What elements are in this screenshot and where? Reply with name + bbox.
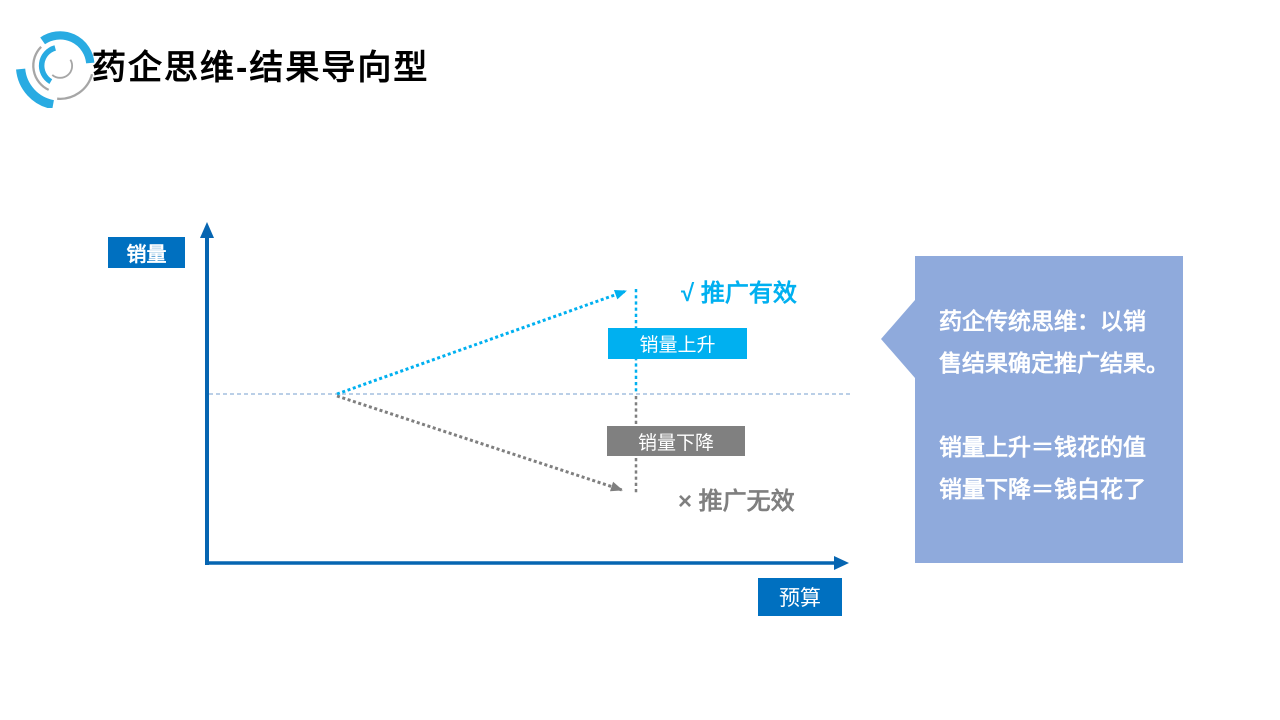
callout-text-line-2: 售结果确定推广结果。 — [939, 350, 1169, 376]
callout-text-line-1: 药企传统思维：以销 — [939, 308, 1146, 334]
logo-arc-left-gray — [32, 46, 50, 91]
downtrend-dotted-arrow — [336, 394, 623, 492]
logo-arc-bottom-cyan — [16, 68, 55, 108]
promotion-ineffective-label: × 推广无效 — [678, 488, 795, 515]
promotion-effective-label: √ 推广有效 — [681, 280, 797, 307]
logo-arc-inner-cyan — [38, 45, 57, 84]
slide-title: 药企思维-结果导向型 — [92, 49, 430, 87]
x-axis-label-badge: 预算 — [758, 578, 842, 616]
callout-text-spacer — [939, 384, 1167, 426]
y-axis-arrowhead-icon — [200, 222, 214, 238]
sales-up-badge: 销量上升 — [608, 328, 747, 359]
sales-down-badge: 销量下降 — [607, 426, 745, 456]
brand-logo-icon — [16, 31, 95, 108]
callout-text-line-4: 销量下降＝钱白花了 — [939, 476, 1146, 502]
y-axis-label-badge: 销量 — [108, 237, 185, 268]
callout-text-line-3: 销量上升＝钱花的值 — [939, 434, 1146, 460]
callout-box: 药企传统思维：以销 售结果确定推广结果。 销量上升＝钱花的值 销量下降＝钱白花了 — [881, 256, 1183, 563]
logo-arc-right-gray — [57, 73, 94, 100]
logo-arc-inner-gray — [51, 59, 74, 79]
uptrend-dotted-arrow — [336, 289, 627, 396]
logo-arc-top-cyan — [40, 31, 95, 64]
x-axis-arrowhead-icon — [834, 556, 849, 570]
